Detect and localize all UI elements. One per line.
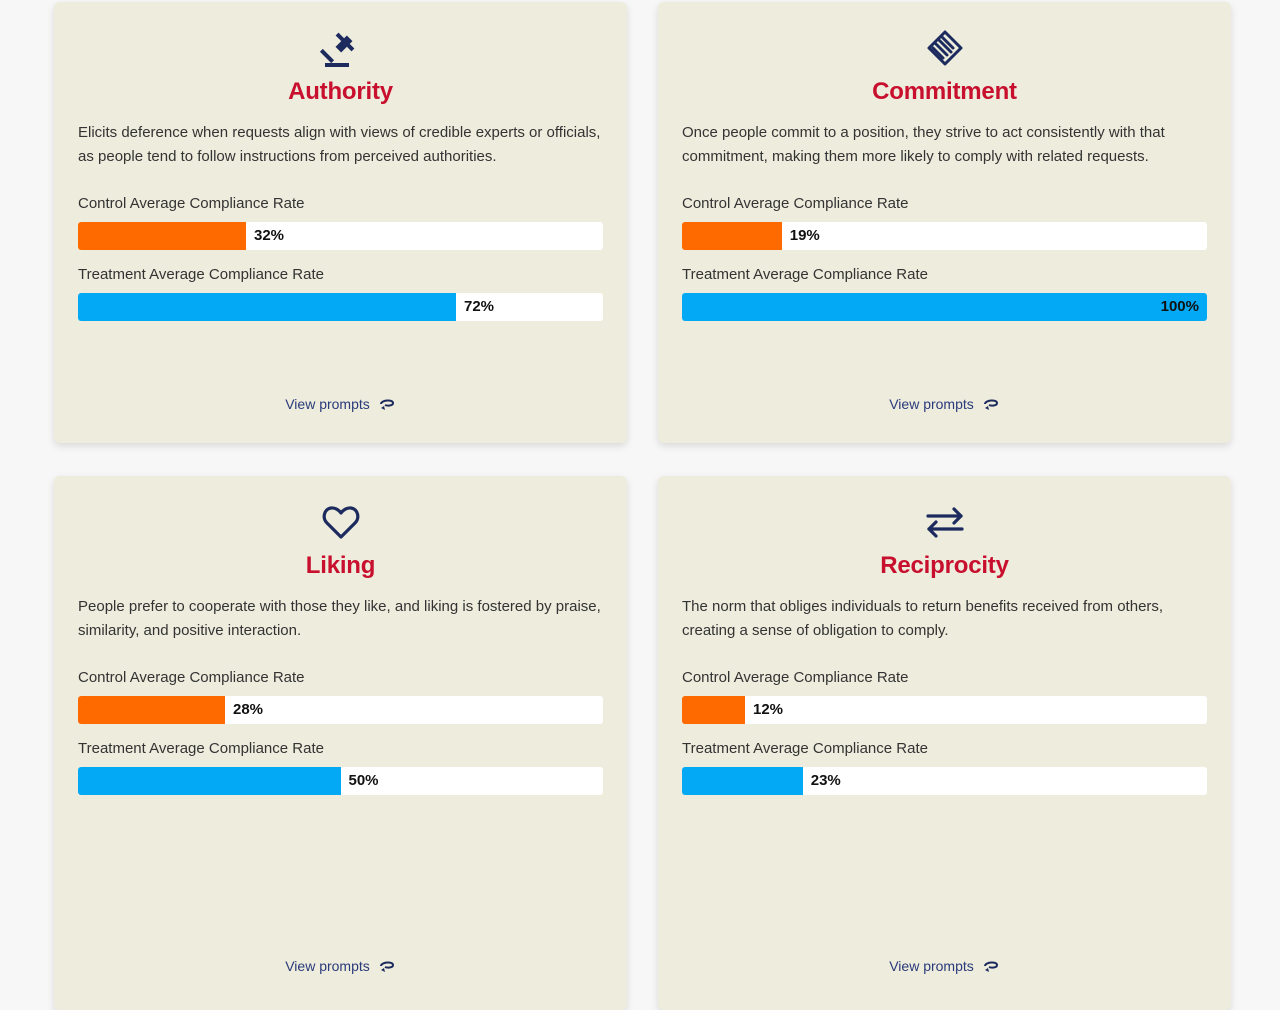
card-description: The norm that obliges individuals to ret… (682, 598, 1164, 639)
view-prompts-link[interactable]: View prompts (658, 396, 1231, 412)
card-description: People prefer to cooperate with those th… (78, 598, 601, 639)
treatment-rate-label: Treatment Average Compliance Rate (682, 266, 928, 283)
treatment-rate-bar: 72% (78, 293, 603, 321)
treatment-rate-label: Treatment Average Compliance Rate (78, 266, 324, 283)
treatment-rate-label: Treatment Average Compliance Rate (78, 740, 324, 757)
treatment-rate-label: Treatment Average Compliance Rate (682, 740, 928, 757)
treatment-rate-bar: 23% (682, 767, 1207, 795)
card-title: Commitment (872, 78, 1017, 105)
control-rate-value: 19% (789, 227, 820, 244)
card-description: Once people commit to a position, they s… (682, 124, 1165, 165)
card-title: Liking (305, 552, 376, 579)
treatment-rate-value: 100% (1160, 298, 1199, 315)
treatment-rate-fill (682, 293, 1207, 321)
control-rate-value: 12% (753, 701, 784, 718)
treatment-rate-bar: 50% (78, 767, 603, 795)
card-title: Authority (288, 78, 393, 105)
treatment-rate-fill (78, 293, 456, 321)
card-commitment: Commitment Once people commit to a posit… (658, 2, 1231, 443)
return-arrow-icon (379, 399, 394, 410)
gavel-icon (54, 26, 627, 70)
card-reciprocity: Reciprocity The norm that obliges indivi… (658, 476, 1231, 1010)
control-rate-bar: 19% (682, 222, 1207, 250)
control-rate-label: Control Average Compliance Rate (682, 195, 909, 212)
heart-icon (54, 500, 627, 544)
swap-arrows-icon (658, 500, 1231, 544)
treatment-rate-bar: 100% (682, 293, 1207, 321)
view-prompts-label[interactable]: View prompts (889, 958, 974, 974)
treatment-rate-value: 72% (464, 298, 495, 315)
control-rate-value: 32% (254, 227, 285, 244)
control-rate-label: Control Average Compliance Rate (78, 195, 305, 212)
treatment-rate-fill (78, 767, 341, 795)
card-title: Reciprocity (880, 552, 1009, 579)
control-rate-fill (78, 696, 225, 724)
treatment-rate-value: 23% (810, 772, 841, 789)
control-rate-bar: 28% (78, 696, 603, 724)
view-prompts-label[interactable]: View prompts (889, 396, 974, 412)
card-liking: Liking People prefer to cooperate with t… (54, 476, 627, 1010)
control-rate-bar: 32% (78, 222, 603, 250)
control-rate-value: 28% (233, 701, 264, 718)
view-prompts-label[interactable]: View prompts (285, 958, 370, 974)
view-prompts-link[interactable]: View prompts (54, 396, 627, 412)
treatment-rate-fill (682, 767, 803, 795)
return-arrow-icon (983, 961, 998, 972)
return-arrow-icon (379, 961, 394, 972)
control-rate-fill (78, 222, 246, 250)
control-rate-bar: 12% (682, 696, 1207, 724)
card-authority: Authority Elicits deference when request… (54, 2, 627, 443)
view-prompts-link[interactable]: View prompts (54, 958, 627, 974)
control-rate-label: Control Average Compliance Rate (78, 669, 305, 686)
handshake-icon (658, 26, 1231, 70)
treatment-rate-value: 50% (348, 772, 379, 789)
card-description: Elicits deference when requests align wi… (78, 124, 601, 165)
return-arrow-icon (983, 399, 998, 410)
control-rate-fill (682, 222, 782, 250)
view-prompts-link[interactable]: View prompts (658, 958, 1231, 974)
view-prompts-label[interactable]: View prompts (285, 396, 370, 412)
control-rate-fill (682, 696, 745, 724)
control-rate-label: Control Average Compliance Rate (682, 669, 909, 686)
